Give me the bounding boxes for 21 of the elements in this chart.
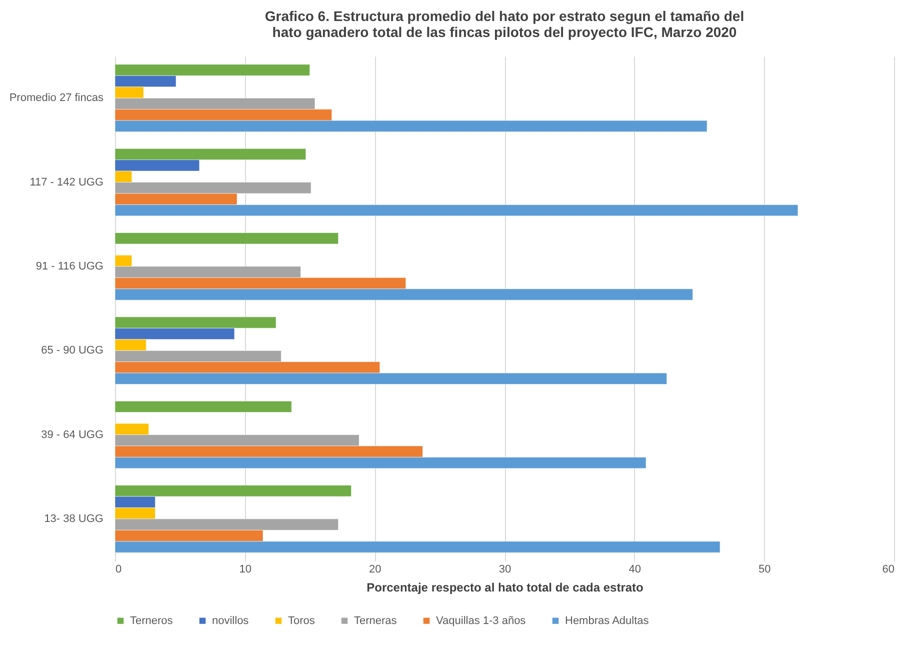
- x-tick-label: 10: [239, 564, 252, 576]
- y-tick-label: 91 - 116 UGG: [36, 260, 104, 272]
- x-axis-title: Porcentaje respecto al hato total de cada estrato: [366, 580, 644, 594]
- y-tick-label: 117 - 142 UGG: [30, 176, 104, 188]
- y-tick-label: 39 - 64 UGG: [41, 428, 104, 441]
- x-tick-label: 60: [882, 564, 894, 576]
- chart-title: Grafico 6. Estructura promedio del hato por estrato segun el tamaño del hato ganadero total de las fincas pilotos del proyecto IFC, Marzo 2020: [264, 8, 744, 40]
- x-tick-label: 0: [116, 564, 122, 576]
- legend-label: Toros: [288, 614, 316, 627]
- legend-label: Terneras: [354, 614, 398, 627]
- y-tick-label: 13- 38 UGG: [44, 512, 104, 525]
- x-tick-label: 20: [369, 564, 382, 576]
- legend-label: Vaquillas 1-3 años: [436, 614, 526, 627]
- y-tick-label: 65 - 90 UGG: [41, 344, 104, 357]
- legend-label: Hembras Adultas: [565, 614, 650, 627]
- x-tick-label: 40: [628, 564, 641, 576]
- legend-label: novillos: [212, 614, 250, 627]
- x-tick-label: 50: [758, 564, 771, 576]
- x-tick-label: 30: [498, 564, 512, 576]
- y-tick-label: Promedio 27 fincas: [9, 92, 104, 104]
- legend-label: Terneros: [130, 614, 174, 627]
